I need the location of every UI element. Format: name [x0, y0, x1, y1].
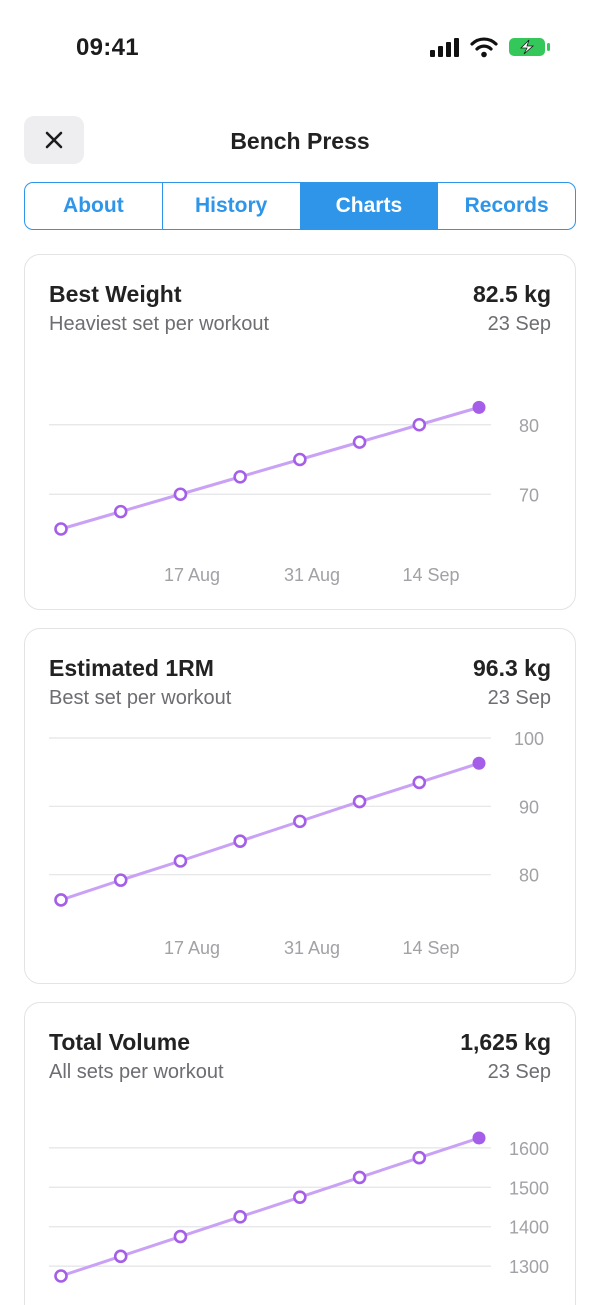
series-line: [59, 1136, 481, 1278]
status-time: 09:41: [76, 34, 139, 61]
card-subtitle: Best set per workout: [49, 687, 232, 709]
card-date: 23 Sep: [487, 313, 551, 335]
best-weight-chart: 70 80 17 Aug 31 Aug 14 Sep: [49, 400, 539, 585]
card-value: 96.3 kg: [473, 655, 551, 681]
tab-about[interactable]: About: [25, 183, 163, 229]
data-point[interactable]: [233, 834, 247, 848]
data-point[interactable]: [113, 504, 128, 519]
close-icon: [45, 131, 63, 149]
estimated-1rm-chart: 80 90 100 17 Aug 31 Aug 14 Sep: [49, 729, 544, 958]
tab-charts[interactable]: Charts: [300, 183, 439, 229]
x-tick-label: 17 Aug: [164, 565, 220, 585]
y-tick-label: 1400: [509, 1218, 549, 1238]
status-icons: [430, 36, 552, 58]
data-point[interactable]: [113, 873, 128, 887]
tab-records[interactable]: Records: [464, 194, 549, 217]
data-point[interactable]: [54, 893, 68, 907]
cellular-signal-icon: [430, 38, 459, 57]
best-weight-card[interactable]: Best Weight Heaviest set per workout 82.…: [24, 254, 576, 610]
data-point[interactable]: [352, 435, 367, 449]
data-point[interactable]: [54, 522, 68, 536]
x-tick-label: 14 Sep: [402, 938, 459, 958]
tab-history[interactable]: History: [163, 183, 301, 229]
data-point[interactable]: [412, 417, 427, 432]
data-point[interactable]: [472, 400, 486, 414]
y-tick-label: 70: [519, 485, 539, 505]
close-button[interactable]: [24, 116, 84, 164]
data-point[interactable]: [412, 1150, 427, 1165]
card-title: Best Weight: [49, 281, 182, 307]
total-volume-chart: 1300 1400 1500 1600: [49, 1131, 549, 1283]
total-volume-card[interactable]: Total Volume All sets per workout 1,625 …: [24, 1002, 576, 1305]
nav-bar: Bench Press: [0, 116, 600, 166]
card-date: 23 Sep: [487, 1061, 551, 1083]
status-bar: 09:41: [0, 0, 600, 96]
data-point[interactable]: [54, 1269, 68, 1283]
card-value: 82.5 kg: [473, 281, 551, 307]
series-line: [59, 405, 481, 531]
data-point[interactable]: [173, 487, 188, 502]
y-tick-label: 1600: [509, 1139, 549, 1159]
y-tick-label: 80: [519, 416, 539, 436]
y-tick-label: 100: [514, 729, 544, 749]
card-date: 23 Sep: [487, 687, 551, 709]
data-point[interactable]: [352, 1170, 367, 1185]
data-point[interactable]: [293, 814, 307, 829]
estimated-1rm-card[interactable]: Estimated 1RM Best set per workout 96.3 …: [24, 628, 576, 984]
battery-charging-icon: [509, 38, 550, 56]
series-line: [59, 761, 481, 902]
x-tick-label: 17 Aug: [164, 938, 220, 958]
data-point[interactable]: [352, 794, 367, 809]
wifi-icon: [470, 37, 498, 58]
y-tick-label: 80: [519, 866, 539, 886]
card-subtitle: All sets per workout: [49, 1061, 224, 1083]
y-tick-label: 1300: [509, 1257, 549, 1277]
data-point[interactable]: [472, 1131, 486, 1145]
card-title: Total Volume: [49, 1029, 190, 1055]
x-tick-label: 14 Sep: [402, 565, 459, 585]
data-point[interactable]: [173, 1229, 188, 1244]
data-point[interactable]: [173, 854, 188, 868]
y-tick-label: 90: [519, 797, 539, 817]
y-tick-label: 1500: [509, 1178, 549, 1198]
data-point[interactable]: [233, 470, 247, 484]
data-point[interactable]: [293, 1190, 307, 1204]
card-subtitle: Heaviest set per workout: [49, 313, 270, 335]
data-point[interactable]: [412, 775, 427, 790]
data-point[interactable]: [233, 1210, 247, 1224]
data-point[interactable]: [113, 1249, 128, 1264]
x-tick-label: 31 Aug: [284, 565, 340, 585]
data-point[interactable]: [472, 756, 486, 770]
x-tick-label: 31 Aug: [284, 938, 340, 958]
tab-bar: About History Charts Records: [24, 182, 576, 230]
page-title: Bench Press: [230, 128, 370, 154]
data-point[interactable]: [293, 452, 307, 467]
card-value: 1,625 kg: [460, 1029, 551, 1055]
card-title: Estimated 1RM: [49, 655, 214, 681]
